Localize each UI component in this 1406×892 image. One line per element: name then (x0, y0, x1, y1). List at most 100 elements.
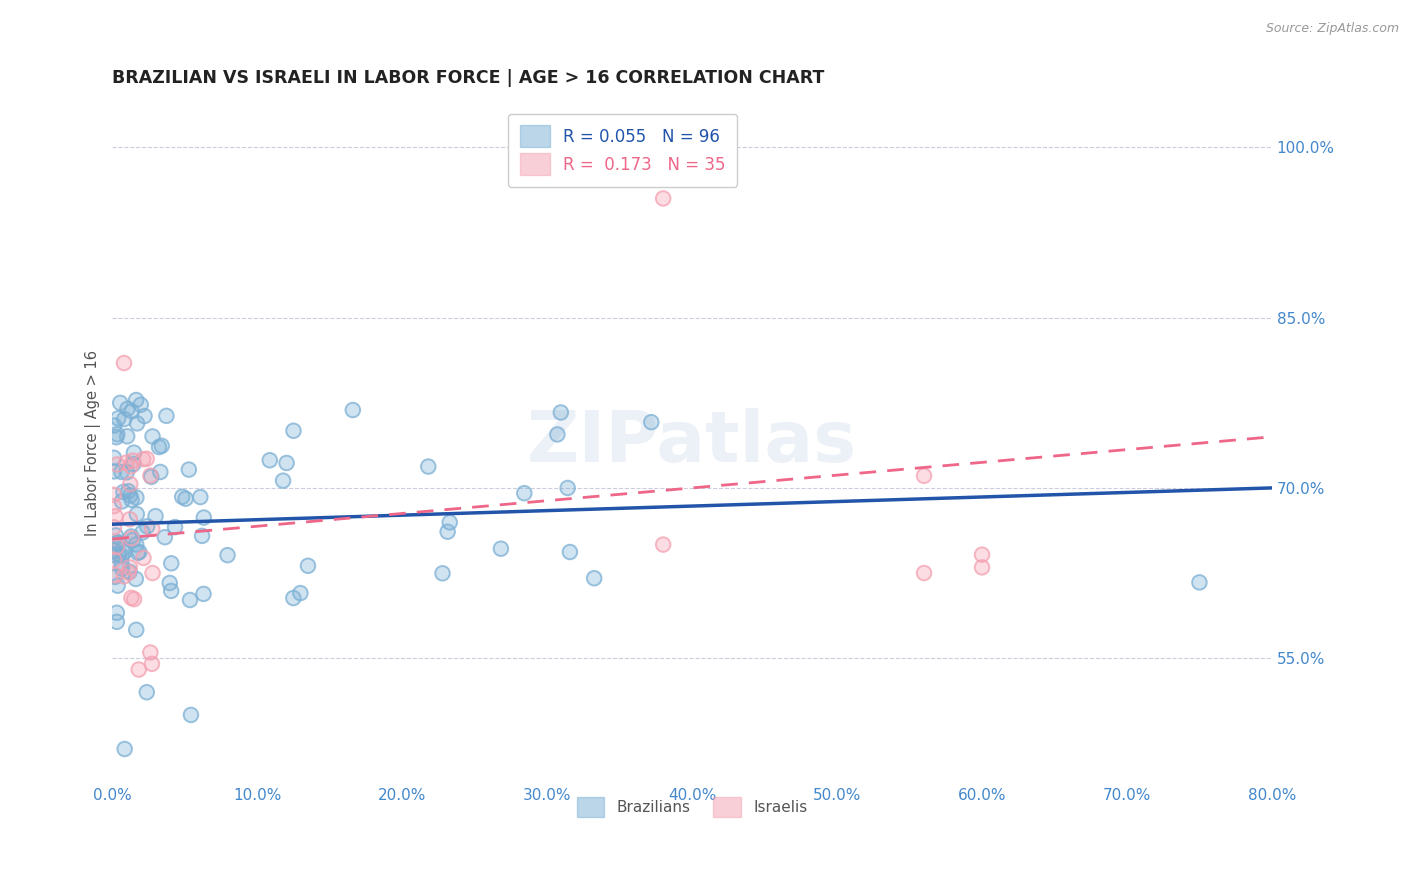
Point (117, 566, 139, 580)
Point (193, 510, 215, 524)
Point (135, 451, 157, 466)
Point (103, 520, 125, 534)
Point (110, 465, 132, 479)
Point (104, 509, 127, 524)
Point (439, 516, 461, 530)
Point (1188, 575, 1211, 590)
Point (115, 429, 138, 443)
Point (550, 405, 572, 419)
Point (121, 492, 143, 507)
Point (970, 560, 993, 574)
Point (546, 427, 568, 442)
Point (141, 429, 163, 443)
Point (149, 465, 172, 479)
Point (128, 663, 150, 677)
Point (159, 576, 181, 591)
Point (652, 191, 675, 205)
Point (118, 560, 141, 574)
Point (121, 404, 143, 418)
Point (117, 401, 139, 416)
Point (107, 411, 129, 425)
Point (155, 409, 177, 423)
Point (103, 418, 125, 433)
Point (127, 546, 149, 560)
Point (297, 558, 319, 573)
Point (103, 499, 125, 513)
Point (970, 560, 993, 574)
Point (276, 456, 298, 470)
Point (114, 742, 136, 756)
Point (513, 486, 536, 500)
Point (283, 591, 305, 605)
Point (546, 427, 568, 442)
Point (489, 541, 512, 556)
Point (103, 450, 125, 465)
Point (136, 519, 159, 533)
Point (141, 566, 163, 580)
Point (103, 548, 125, 562)
Point (103, 488, 125, 502)
Text: Source: ZipAtlas.com: Source: ZipAtlas.com (1265, 22, 1399, 36)
Point (110, 557, 132, 571)
Point (118, 565, 141, 579)
Point (105, 615, 128, 629)
Point (172, 490, 194, 504)
Point (115, 465, 138, 479)
Point (120, 529, 142, 543)
Point (125, 623, 148, 637)
Point (132, 452, 155, 467)
Point (120, 459, 142, 474)
Point (149, 465, 172, 479)
Point (150, 439, 173, 453)
Point (1188, 575, 1211, 590)
Point (912, 468, 935, 483)
Point (107, 536, 129, 550)
Point (141, 566, 163, 580)
Point (122, 592, 145, 607)
Point (439, 516, 461, 530)
Point (276, 456, 298, 470)
Point (342, 403, 364, 417)
Point (148, 440, 170, 454)
Point (111, 549, 134, 563)
Point (125, 572, 148, 586)
Point (297, 558, 319, 573)
Point (163, 520, 186, 534)
Point (163, 520, 186, 534)
Point (120, 488, 142, 502)
Point (122, 445, 145, 459)
Point (191, 529, 214, 543)
Point (104, 509, 127, 524)
Point (652, 191, 675, 205)
Point (141, 470, 163, 484)
Point (105, 427, 128, 442)
Point (117, 484, 139, 499)
Point (418, 459, 440, 474)
Point (970, 548, 993, 562)
Point (153, 530, 176, 544)
Point (122, 533, 145, 547)
Point (114, 742, 136, 756)
Point (117, 401, 139, 416)
Point (122, 592, 145, 607)
Point (103, 499, 125, 513)
Point (122, 533, 145, 547)
Point (141, 657, 163, 671)
Point (112, 356, 135, 370)
Point (191, 529, 214, 543)
Point (110, 396, 132, 410)
Point (283, 424, 305, 438)
Point (117, 566, 139, 580)
Point (125, 392, 148, 407)
Point (141, 522, 163, 536)
Point (177, 462, 200, 476)
Point (179, 593, 201, 607)
Point (125, 507, 148, 521)
Point (120, 459, 142, 474)
Point (150, 439, 173, 453)
Point (112, 412, 135, 426)
Point (121, 492, 143, 507)
Point (105, 540, 128, 554)
Point (120, 591, 142, 605)
Point (145, 509, 167, 524)
